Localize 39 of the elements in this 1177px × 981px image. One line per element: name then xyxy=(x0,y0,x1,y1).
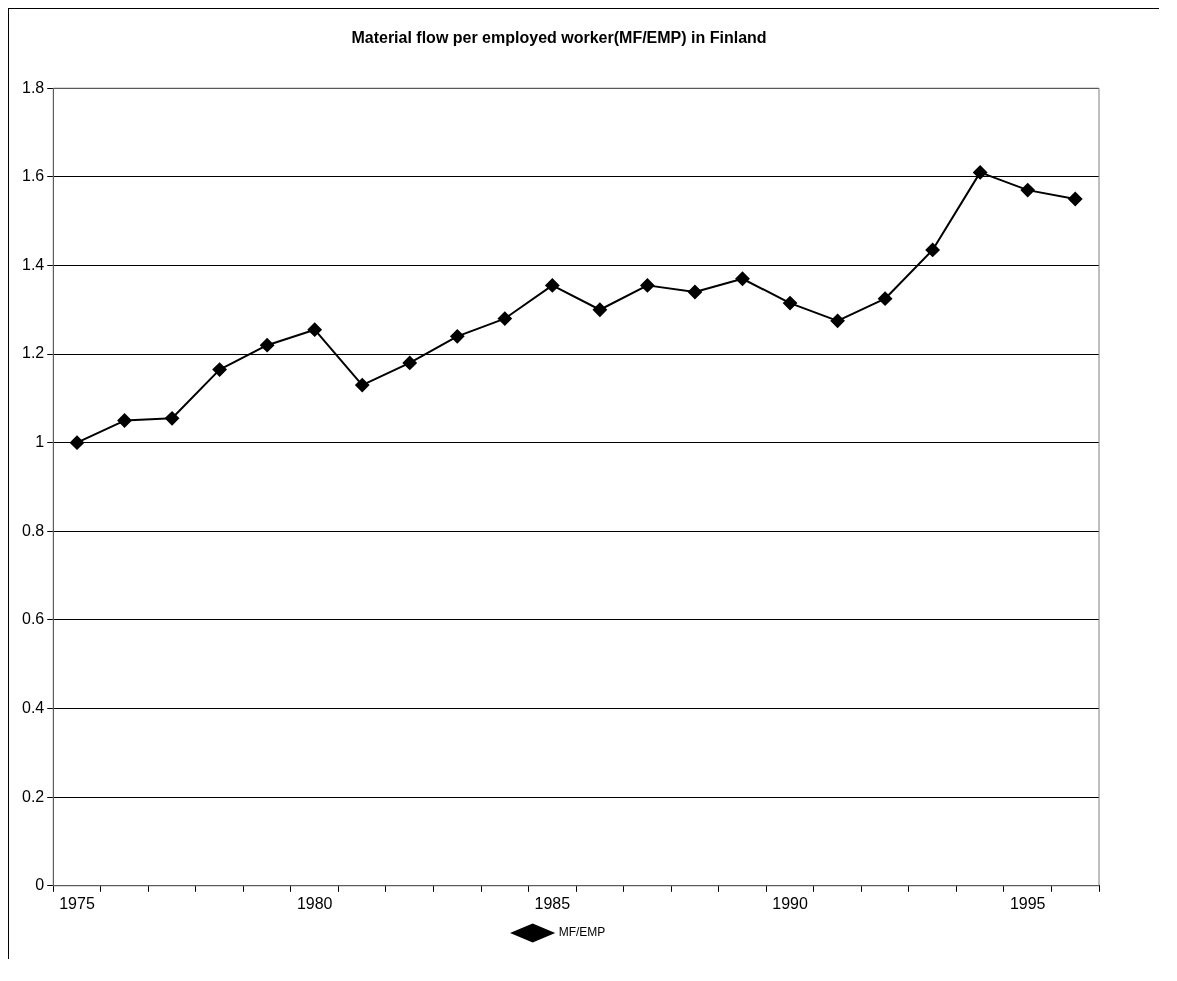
point xyxy=(70,435,85,450)
point xyxy=(260,338,275,353)
x-tick-label: 1985 xyxy=(534,894,571,912)
point xyxy=(925,242,940,257)
point xyxy=(497,311,512,326)
y-tick-label: 0 xyxy=(35,876,45,894)
y-tick-label: 0.4 xyxy=(21,698,45,716)
y-tick-label: 1.8 xyxy=(21,78,45,96)
point xyxy=(735,271,750,286)
point xyxy=(687,285,702,300)
point xyxy=(450,329,465,344)
point xyxy=(640,278,655,293)
point xyxy=(830,313,845,328)
y-tick-label: 0.2 xyxy=(21,787,45,805)
point xyxy=(592,302,607,317)
x-tick-label: 1975 xyxy=(59,894,95,912)
y-tick-label: 0.6 xyxy=(21,610,45,628)
chart-title: Material flow per employed worker(MF/EMP) in Finland xyxy=(351,29,767,47)
point xyxy=(402,355,417,370)
point xyxy=(878,291,893,306)
y-tick-label: 0.8 xyxy=(21,521,45,539)
point xyxy=(545,278,560,293)
y-tick-label: 1.2 xyxy=(21,344,45,362)
point xyxy=(212,362,227,377)
y-tick-label: 1.4 xyxy=(21,255,45,273)
point xyxy=(973,165,988,180)
x-tick-label: 1990 xyxy=(772,894,808,912)
point xyxy=(1068,191,1083,206)
x-tick-label: 1995 xyxy=(1009,894,1046,912)
legend-label: MF/EMP xyxy=(558,925,606,940)
point xyxy=(355,378,370,393)
point xyxy=(117,413,132,428)
y-tick-label: 1 xyxy=(35,433,45,451)
point xyxy=(1020,183,1035,198)
point xyxy=(165,411,180,426)
x-tick-label: 1980 xyxy=(296,894,333,912)
y-tick-label: 1.6 xyxy=(21,167,45,185)
point xyxy=(307,322,322,337)
point xyxy=(783,296,798,311)
